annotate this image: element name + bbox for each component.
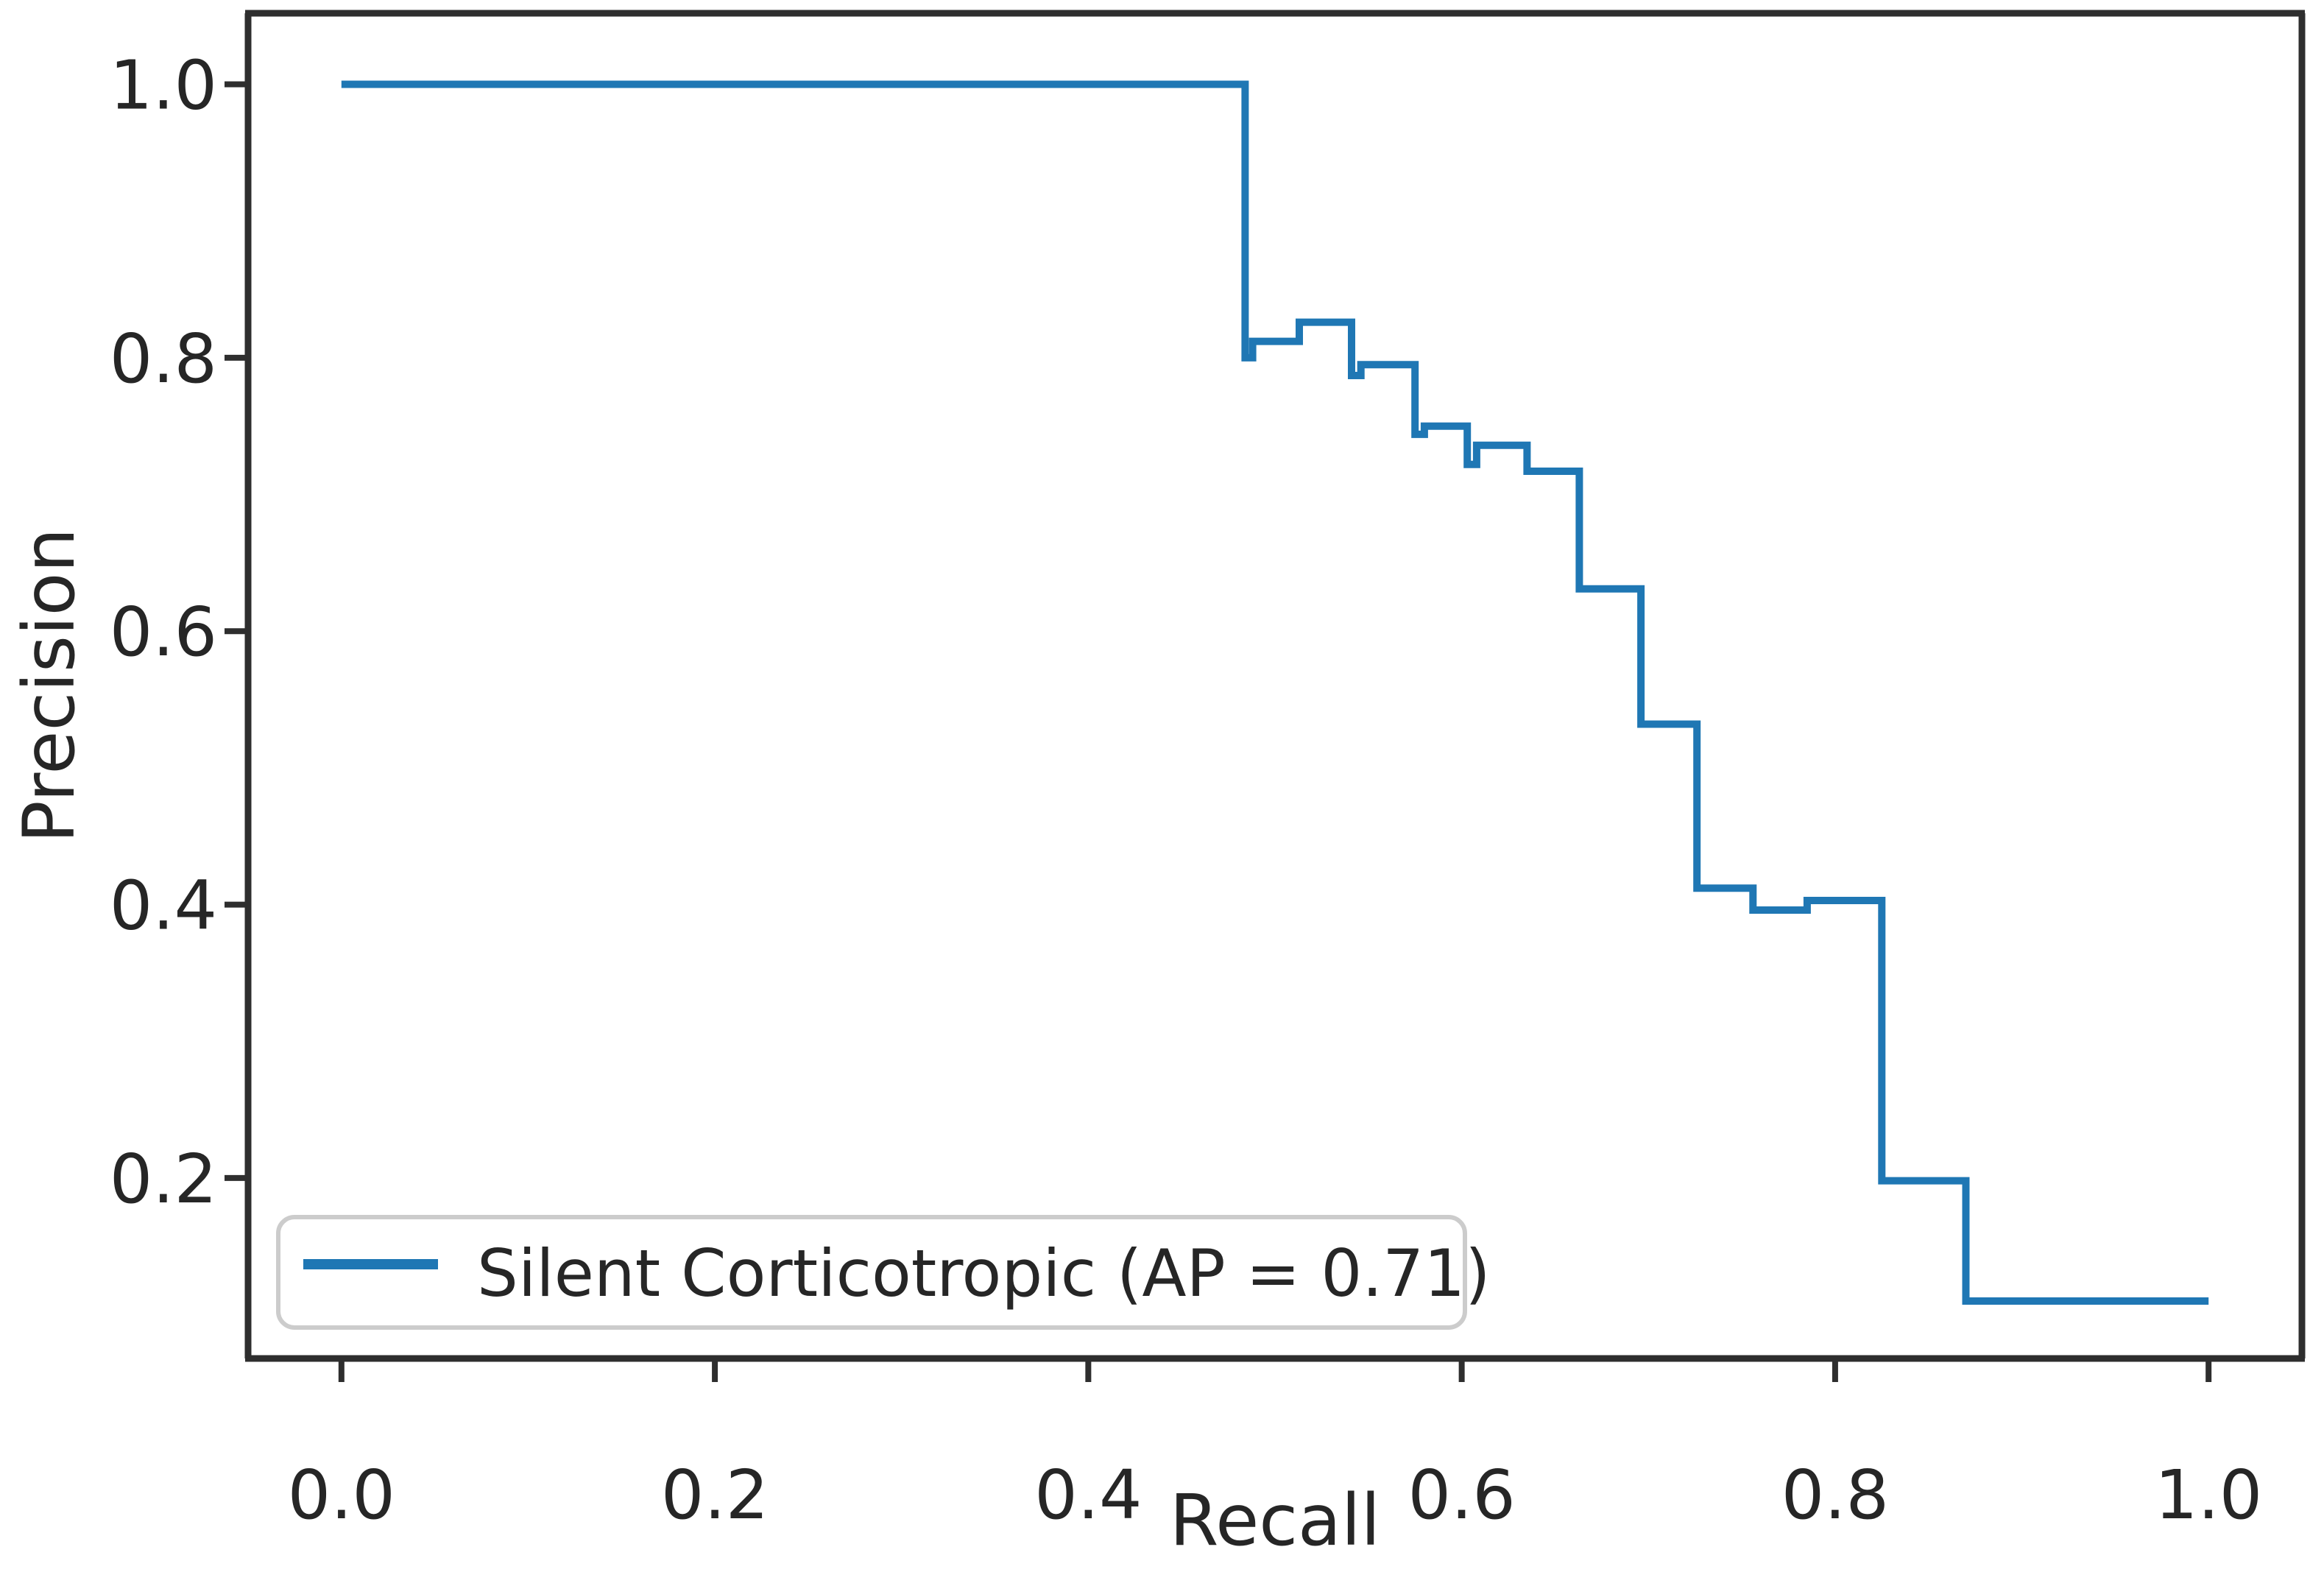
x-tick-label: 1.0	[2155, 1456, 2262, 1534]
legend-label: Silent Corticotropic (AP = 0.71)	[477, 1236, 1491, 1311]
y-axis-label: Precision	[8, 528, 91, 843]
pr-curve-line	[341, 80, 2209, 1305]
y-tick-label: 0.4	[110, 867, 217, 945]
x-tick-label: 0.0	[288, 1456, 395, 1534]
y-tick-label: 0.2	[110, 1140, 217, 1219]
x-tick-label: 0.6	[1408, 1456, 1515, 1534]
x-tick-label: 0.2	[661, 1456, 769, 1534]
x-tick-label: 0.8	[1781, 1456, 1889, 1534]
legend: Silent Corticotropic (AP = 0.71)	[276, 1215, 1491, 1330]
plot-area	[248, 13, 2302, 1358]
axis-ticks: 0.0 0.2 0.4 0.6 0.8 1.0 0.2 0.4 0.6 0.8 1.0	[110, 46, 2263, 1534]
x-tick-label: 0.4	[1034, 1456, 1142, 1534]
axes-spines	[244, 10, 2306, 1362]
y-tick-label: 0.6	[110, 593, 217, 672]
x-axis-label: Recall	[1170, 1479, 1380, 1562]
y-tick-label: 1.0	[110, 46, 217, 125]
y-tick-label: 0.8	[110, 320, 217, 398]
legend-box	[276, 1215, 1467, 1330]
data-series	[341, 80, 2209, 1305]
